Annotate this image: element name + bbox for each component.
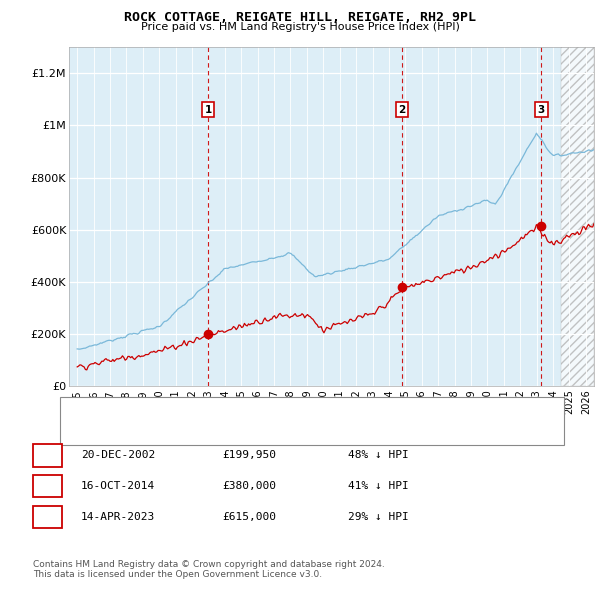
Text: ROCK COTTAGE, REIGATE HILL, REIGATE, RH2 9PL (detached house): ROCK COTTAGE, REIGATE HILL, REIGATE, RH2… (105, 405, 443, 415)
Text: 2: 2 (44, 481, 51, 491)
Text: 41% ↓ HPI: 41% ↓ HPI (348, 481, 409, 491)
Text: £615,000: £615,000 (222, 512, 276, 522)
Text: 1: 1 (44, 451, 51, 460)
Text: £380,000: £380,000 (222, 481, 276, 491)
Text: 14-APR-2023: 14-APR-2023 (81, 512, 155, 522)
Text: 3: 3 (538, 105, 545, 115)
Text: 1: 1 (205, 105, 212, 115)
Text: 48% ↓ HPI: 48% ↓ HPI (348, 451, 409, 460)
Text: 2: 2 (398, 105, 406, 115)
Text: Contains HM Land Registry data © Crown copyright and database right 2024.
This d: Contains HM Land Registry data © Crown c… (33, 560, 385, 579)
Text: Price paid vs. HM Land Registry's House Price Index (HPI): Price paid vs. HM Land Registry's House … (140, 22, 460, 32)
Text: 3: 3 (44, 512, 51, 522)
Text: ROCK COTTAGE, REIGATE HILL, REIGATE, RH2 9PL: ROCK COTTAGE, REIGATE HILL, REIGATE, RH2… (124, 11, 476, 24)
Text: 29% ↓ HPI: 29% ↓ HPI (348, 512, 409, 522)
Text: £199,950: £199,950 (222, 451, 276, 460)
Text: 20-DEC-2002: 20-DEC-2002 (81, 451, 155, 460)
Text: 16-OCT-2014: 16-OCT-2014 (81, 481, 155, 491)
Text: HPI: Average price, detached house, Reigate and Banstead: HPI: Average price, detached house, Reig… (105, 428, 400, 438)
